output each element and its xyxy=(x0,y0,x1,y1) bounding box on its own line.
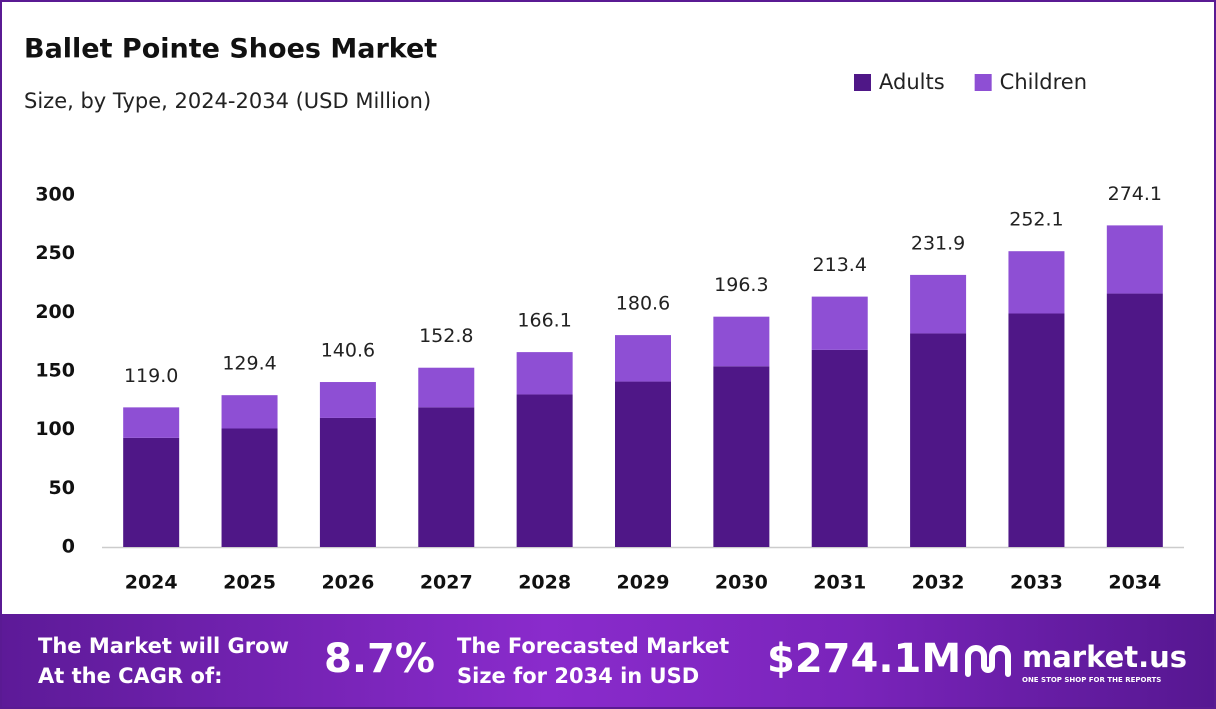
x-tick-label: 2029 xyxy=(617,572,670,594)
chart-subtitle: Size, by Type, 2024-2034 (USD Million) xyxy=(24,89,431,113)
total-label: 213.4 xyxy=(813,254,867,276)
x-tick-label: 2031 xyxy=(813,572,866,594)
legend-label: Children xyxy=(1000,70,1087,94)
chart-title: Ballet Pointe Shoes Market xyxy=(24,34,437,65)
footer-line: The Forecasted Market xyxy=(457,634,730,658)
bar-segment xyxy=(221,395,278,429)
y-tick-label: 200 xyxy=(35,301,75,323)
footer-line: Size for 2034 in USD xyxy=(457,664,700,688)
bar-segment xyxy=(713,316,770,367)
bar-segment xyxy=(811,296,868,350)
footer-text: The Forecasted Market Size for 2034 in U… xyxy=(457,631,729,691)
chart: Ballet Pointe Shoes Market Size, by Type… xyxy=(24,34,1184,594)
logo-text: market.us xyxy=(1022,640,1188,674)
footer-line: The Market will Grow xyxy=(38,634,289,658)
cagr-value: 8.7% xyxy=(324,636,435,682)
bar-segment xyxy=(319,382,376,418)
bar-segment xyxy=(418,367,475,408)
y-tick-label: 150 xyxy=(35,360,75,382)
logo-icon xyxy=(965,645,1011,677)
x-tick-label: 2030 xyxy=(715,572,768,594)
bar-segment xyxy=(910,274,967,334)
total-label: 196.3 xyxy=(714,274,768,296)
footer-banner: The Market will Grow At the CAGR of: 8.7… xyxy=(2,614,1214,707)
bar-segment xyxy=(1008,251,1065,314)
legend-swatch xyxy=(974,74,992,91)
x-tick-label: 2026 xyxy=(321,572,374,594)
total-label: 140.6 xyxy=(321,340,375,362)
bar-segment xyxy=(910,333,967,547)
y-tick-label: 300 xyxy=(35,184,75,206)
bar-segment xyxy=(123,407,180,438)
x-tick-label: 2034 xyxy=(1108,572,1161,594)
bar-segment xyxy=(1106,293,1163,547)
x-tick-label: 2027 xyxy=(420,572,473,594)
bar-segment xyxy=(418,407,475,547)
bar-segment xyxy=(319,417,376,547)
x-tick-label: 2033 xyxy=(1010,572,1063,594)
total-label: 129.4 xyxy=(222,353,276,375)
footer-line: At the CAGR of: xyxy=(38,664,223,688)
footer-text: The Market will Grow At the CAGR of: xyxy=(38,631,289,691)
logo-tagline: ONE STOP SHOP FOR THE REPORTS xyxy=(1022,676,1162,684)
y-tick-label: 100 xyxy=(35,418,75,440)
bar-segment xyxy=(123,437,180,547)
x-tick-label: 2025 xyxy=(223,572,276,594)
bar-segment xyxy=(1106,225,1163,294)
x-tick-label: 2028 xyxy=(518,572,571,594)
total-label: 231.9 xyxy=(911,232,965,254)
y-tick-label: 250 xyxy=(35,242,75,264)
legend-label: Adults xyxy=(879,70,945,94)
total-label: 180.6 xyxy=(616,293,670,315)
market-size-value: $274.1M xyxy=(767,636,962,682)
total-label: 252.1 xyxy=(1009,209,1063,231)
y-tick-label: 0 xyxy=(62,536,75,558)
bar-segment xyxy=(1008,313,1065,547)
total-label: 119.0 xyxy=(124,365,178,387)
bar-segment xyxy=(811,349,868,547)
bar-segment xyxy=(615,335,671,382)
x-tick-label: 2024 xyxy=(125,572,178,594)
bar-segment xyxy=(615,381,671,547)
bar-segment xyxy=(713,366,770,547)
bar-segment xyxy=(516,394,573,547)
total-label: 166.1 xyxy=(517,310,571,332)
total-label: 274.1 xyxy=(1108,183,1162,205)
bar-segment xyxy=(221,428,278,547)
total-label: 152.8 xyxy=(419,325,473,347)
y-tick-label: 50 xyxy=(49,477,75,499)
x-tick-label: 2032 xyxy=(912,572,965,594)
legend-swatch xyxy=(854,74,871,91)
bar-segment xyxy=(516,352,573,395)
